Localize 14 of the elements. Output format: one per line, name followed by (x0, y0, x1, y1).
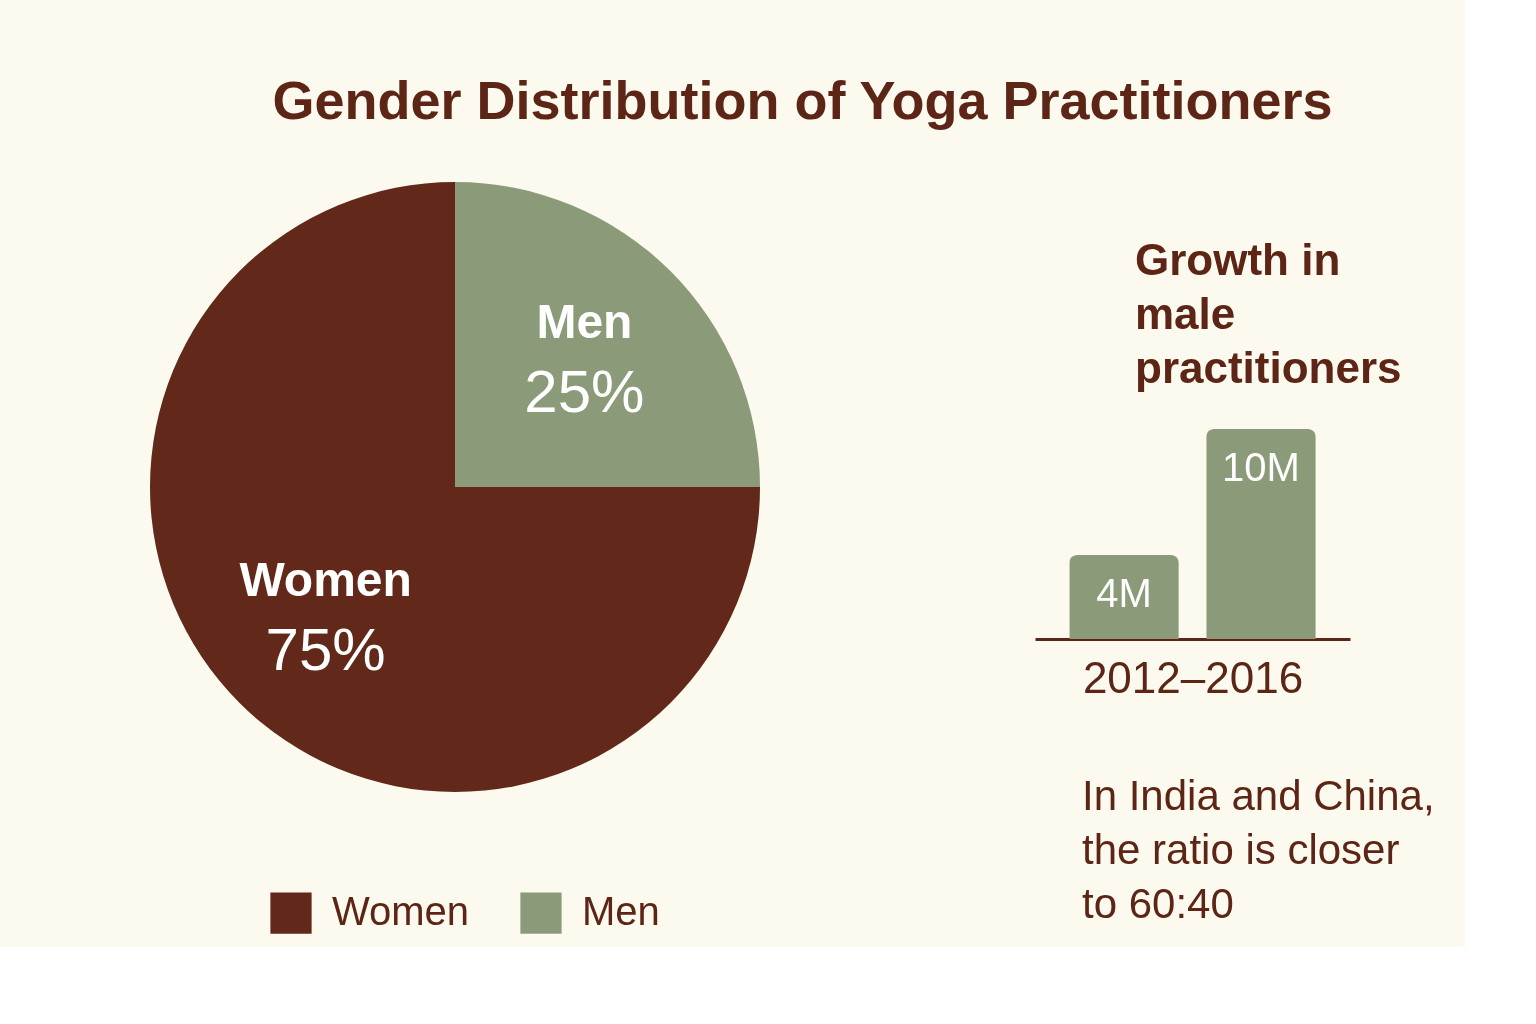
data-label: 25% (524, 357, 645, 425)
slice-label: Women (239, 553, 412, 607)
chart-title: Growth in male practitioners (1135, 235, 1402, 392)
legend-label: Men (582, 889, 660, 934)
data-label: 10M (1222, 445, 1300, 489)
text: In India and China, the ratio is closer to 60:40 (1082, 772, 1435, 927)
chart-title: Gender Distribution of Yoga Practitioners (272, 70, 1333, 130)
legend-label: Women (332, 889, 470, 934)
data-label: 75% (265, 616, 386, 684)
x-axis-title: 2012–2016 (1082, 652, 1304, 702)
pie-slice (455, 182, 760, 487)
data-label: 4M (1096, 571, 1152, 615)
pie-slice (150, 182, 760, 792)
slice-label: Men (536, 294, 633, 348)
